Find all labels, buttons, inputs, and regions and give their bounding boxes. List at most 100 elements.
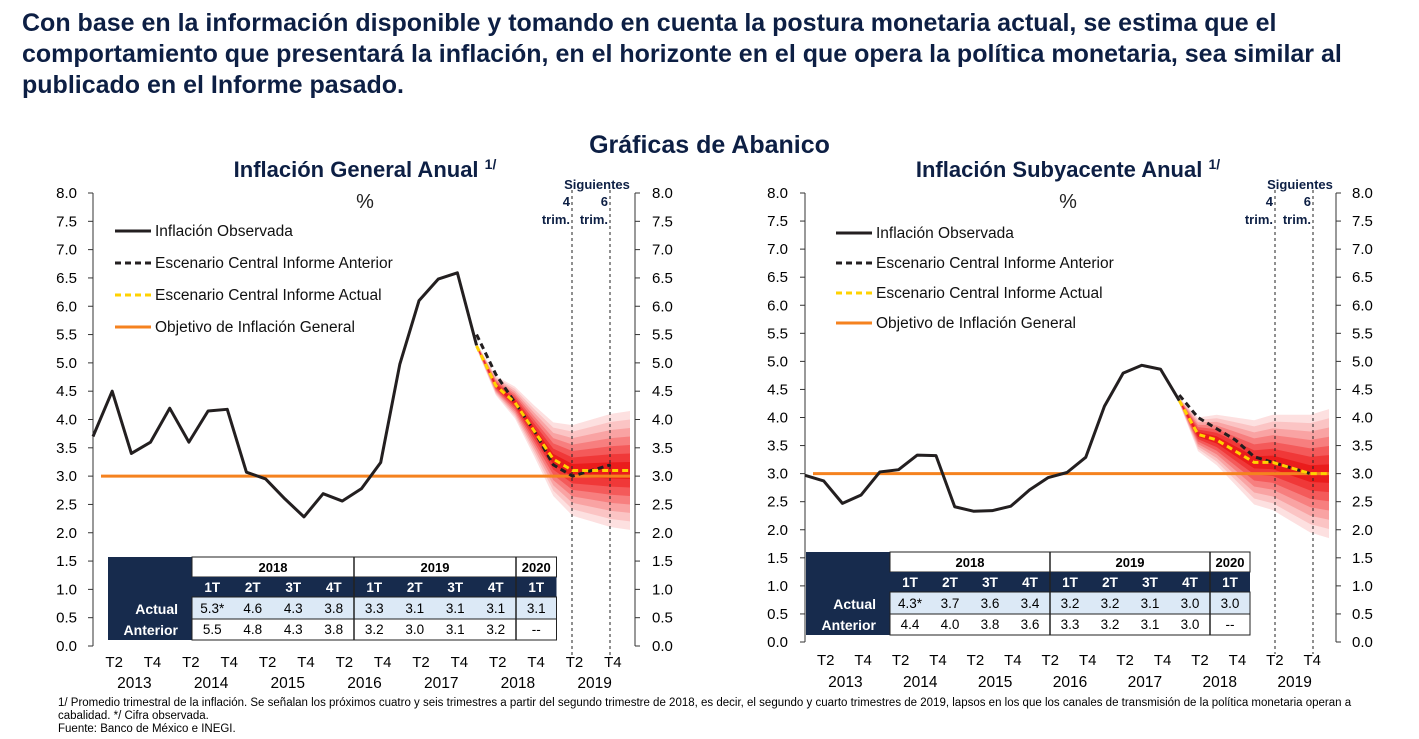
section-title: Gráficas de Abanico xyxy=(589,131,830,159)
forecast-table: 2018 2019 2020 1T 2T 3T 4T 1T 2T 3T 4T 1T Actual 5.3*… xyxy=(108,556,557,641)
y-tick-label-left: 4.0 xyxy=(767,410,788,427)
previous-scenario-line xyxy=(475,333,612,478)
y-tick-label-left: 8.0 xyxy=(767,185,788,202)
table-anterior-bg xyxy=(191,618,557,641)
table-cell: 3.0 xyxy=(1181,617,1200,632)
table-cell: 4.3* xyxy=(898,596,923,611)
table-year: 2018 xyxy=(259,560,288,575)
x-tick-label: T4 xyxy=(854,652,872,669)
x-tick-label: T4 xyxy=(220,654,238,671)
chart-inflacion-general: Inflación General Anual 1/% 0.0 0.0 0.5 0.5 1… xyxy=(56,156,673,692)
y-tick-label-right: 6.5 xyxy=(1352,269,1373,286)
y-tick-label-left: 3.5 xyxy=(56,440,77,457)
y-tick-label-right: 4.5 xyxy=(1352,381,1373,398)
marker-6-trim: trim. xyxy=(580,212,608,227)
marker-4-trim: trim. xyxy=(542,212,570,227)
y-tick-label-right: 2.0 xyxy=(652,525,673,542)
observed-line xyxy=(91,271,479,519)
y-tick-label-left: 0.5 xyxy=(767,606,788,623)
chart-title: Inflación General Anual 1/ xyxy=(234,156,497,182)
observed-line xyxy=(804,363,1181,513)
y-tick-label-right: 2.5 xyxy=(652,496,673,513)
legend-label: Escenario Central Informe Actual xyxy=(155,287,382,304)
table-year: 2019 xyxy=(421,560,450,575)
table-quarter: 1T xyxy=(1222,575,1239,590)
y-tick-label-left: 1.5 xyxy=(767,550,788,567)
y-tick-label-left: 5.0 xyxy=(56,355,77,372)
table-cell: 3.4 xyxy=(1021,596,1040,611)
y-tick-label-left: 4.0 xyxy=(56,412,77,429)
table-row-label: Anterior xyxy=(822,617,877,633)
chart-unit: % xyxy=(356,191,374,213)
y-tick-label-left: 1.5 xyxy=(56,553,77,570)
x-year-label: 2018 xyxy=(501,675,535,692)
y-tick-label-right: 6.5 xyxy=(652,270,673,287)
table-cell: 3.1 xyxy=(446,601,465,616)
legend-label: Escenario Central Informe Anterior xyxy=(876,255,1114,272)
current-scenario-line xyxy=(1177,399,1329,476)
table-cell: 3.7 xyxy=(941,596,960,611)
table-quarter: 2T xyxy=(1102,575,1119,590)
legend-label: Inflación Observada xyxy=(155,223,293,240)
x-tick-label: T4 xyxy=(144,654,162,671)
table-quarter: 1T xyxy=(204,580,221,595)
table-cell: 3.0 xyxy=(1181,596,1200,611)
table-row-labels-bg xyxy=(806,592,890,635)
table-cell: 3.8 xyxy=(981,617,1000,632)
y-tick-label-right: 2.5 xyxy=(1352,494,1373,511)
x-year-label: 2014 xyxy=(194,675,229,692)
y-tick-label-left: 2.0 xyxy=(56,525,77,542)
table-year: 2020 xyxy=(522,560,551,575)
table-cell: 4.3 xyxy=(284,622,303,637)
y-tick-label-right: 5.5 xyxy=(652,327,673,344)
y-tick-label-right: 4.5 xyxy=(652,383,673,400)
table-row-labels-bg xyxy=(108,597,192,640)
table-year: 2019 xyxy=(1116,555,1145,570)
table-quarter: 4T xyxy=(1022,575,1039,590)
fan-band xyxy=(1179,400,1329,483)
x-tick-label: T2 xyxy=(1191,652,1209,669)
y-tick-label-right: 4.0 xyxy=(1352,410,1373,427)
table-row-label: Anterior xyxy=(124,622,179,638)
x-tick-label: T2 xyxy=(259,654,277,671)
x-tick-label: T4 xyxy=(1004,652,1022,669)
x-year-label: 2018 xyxy=(1202,674,1236,691)
table-quarters-bg xyxy=(890,572,1250,592)
y-tick-label-left: 5.5 xyxy=(56,327,77,344)
x-tick-label: T2 xyxy=(336,654,354,671)
table-cell: 3.6 xyxy=(981,596,1000,611)
footnote-source: Fuente: Banco de México e INEGI. xyxy=(58,723,236,735)
y-tick-label-right: 7.5 xyxy=(1352,213,1373,230)
table-cell: 3.3 xyxy=(365,601,384,616)
y-tick-label-right: 3.5 xyxy=(1352,438,1373,455)
x-tick-label: T4 xyxy=(297,654,315,671)
table-quarter: 1T xyxy=(902,575,919,590)
table-cell: 3.1 xyxy=(1141,596,1160,611)
y-tick-label-right: 8.0 xyxy=(1352,185,1373,202)
table-cell: -- xyxy=(1226,617,1235,632)
y-tick-label-left: 5.5 xyxy=(767,325,788,342)
table-quarter: 1T xyxy=(528,580,545,595)
y-tick-label-left: 3.0 xyxy=(767,466,788,483)
table-cell: 4.3 xyxy=(284,601,303,616)
table-cell: 5.3* xyxy=(200,601,225,616)
footnotes: 1/ Promedio trimestral de la inflación. … xyxy=(58,697,1388,736)
y-tick-label-left: 0.0 xyxy=(767,634,788,651)
marker-6-trim: trim. xyxy=(1283,212,1311,227)
y-tick-label-left: 8.0 xyxy=(56,185,77,202)
x-year-label: 2017 xyxy=(424,675,458,692)
y-tick-label-left: 6.0 xyxy=(56,298,77,315)
legend-label: Objetivo de Inflación General xyxy=(876,315,1076,332)
table-years-bg xyxy=(191,556,557,578)
y-tick-label-left: 6.0 xyxy=(767,297,788,314)
chart-unit: % xyxy=(1059,191,1077,213)
table-cell: 3.8 xyxy=(324,601,343,616)
table-quarter: 2T xyxy=(407,580,424,595)
y-tick-label-right: 0.0 xyxy=(652,638,673,655)
table-cell: 3.1 xyxy=(405,601,424,616)
y-tick-label-left: 3.5 xyxy=(767,438,788,455)
table-quarter: 2T xyxy=(245,580,262,595)
legend-label: Escenario Central Informe Anterior xyxy=(155,255,393,272)
x-tick-label: T4 xyxy=(374,654,392,671)
y-tick-label-right: 8.0 xyxy=(652,185,673,202)
